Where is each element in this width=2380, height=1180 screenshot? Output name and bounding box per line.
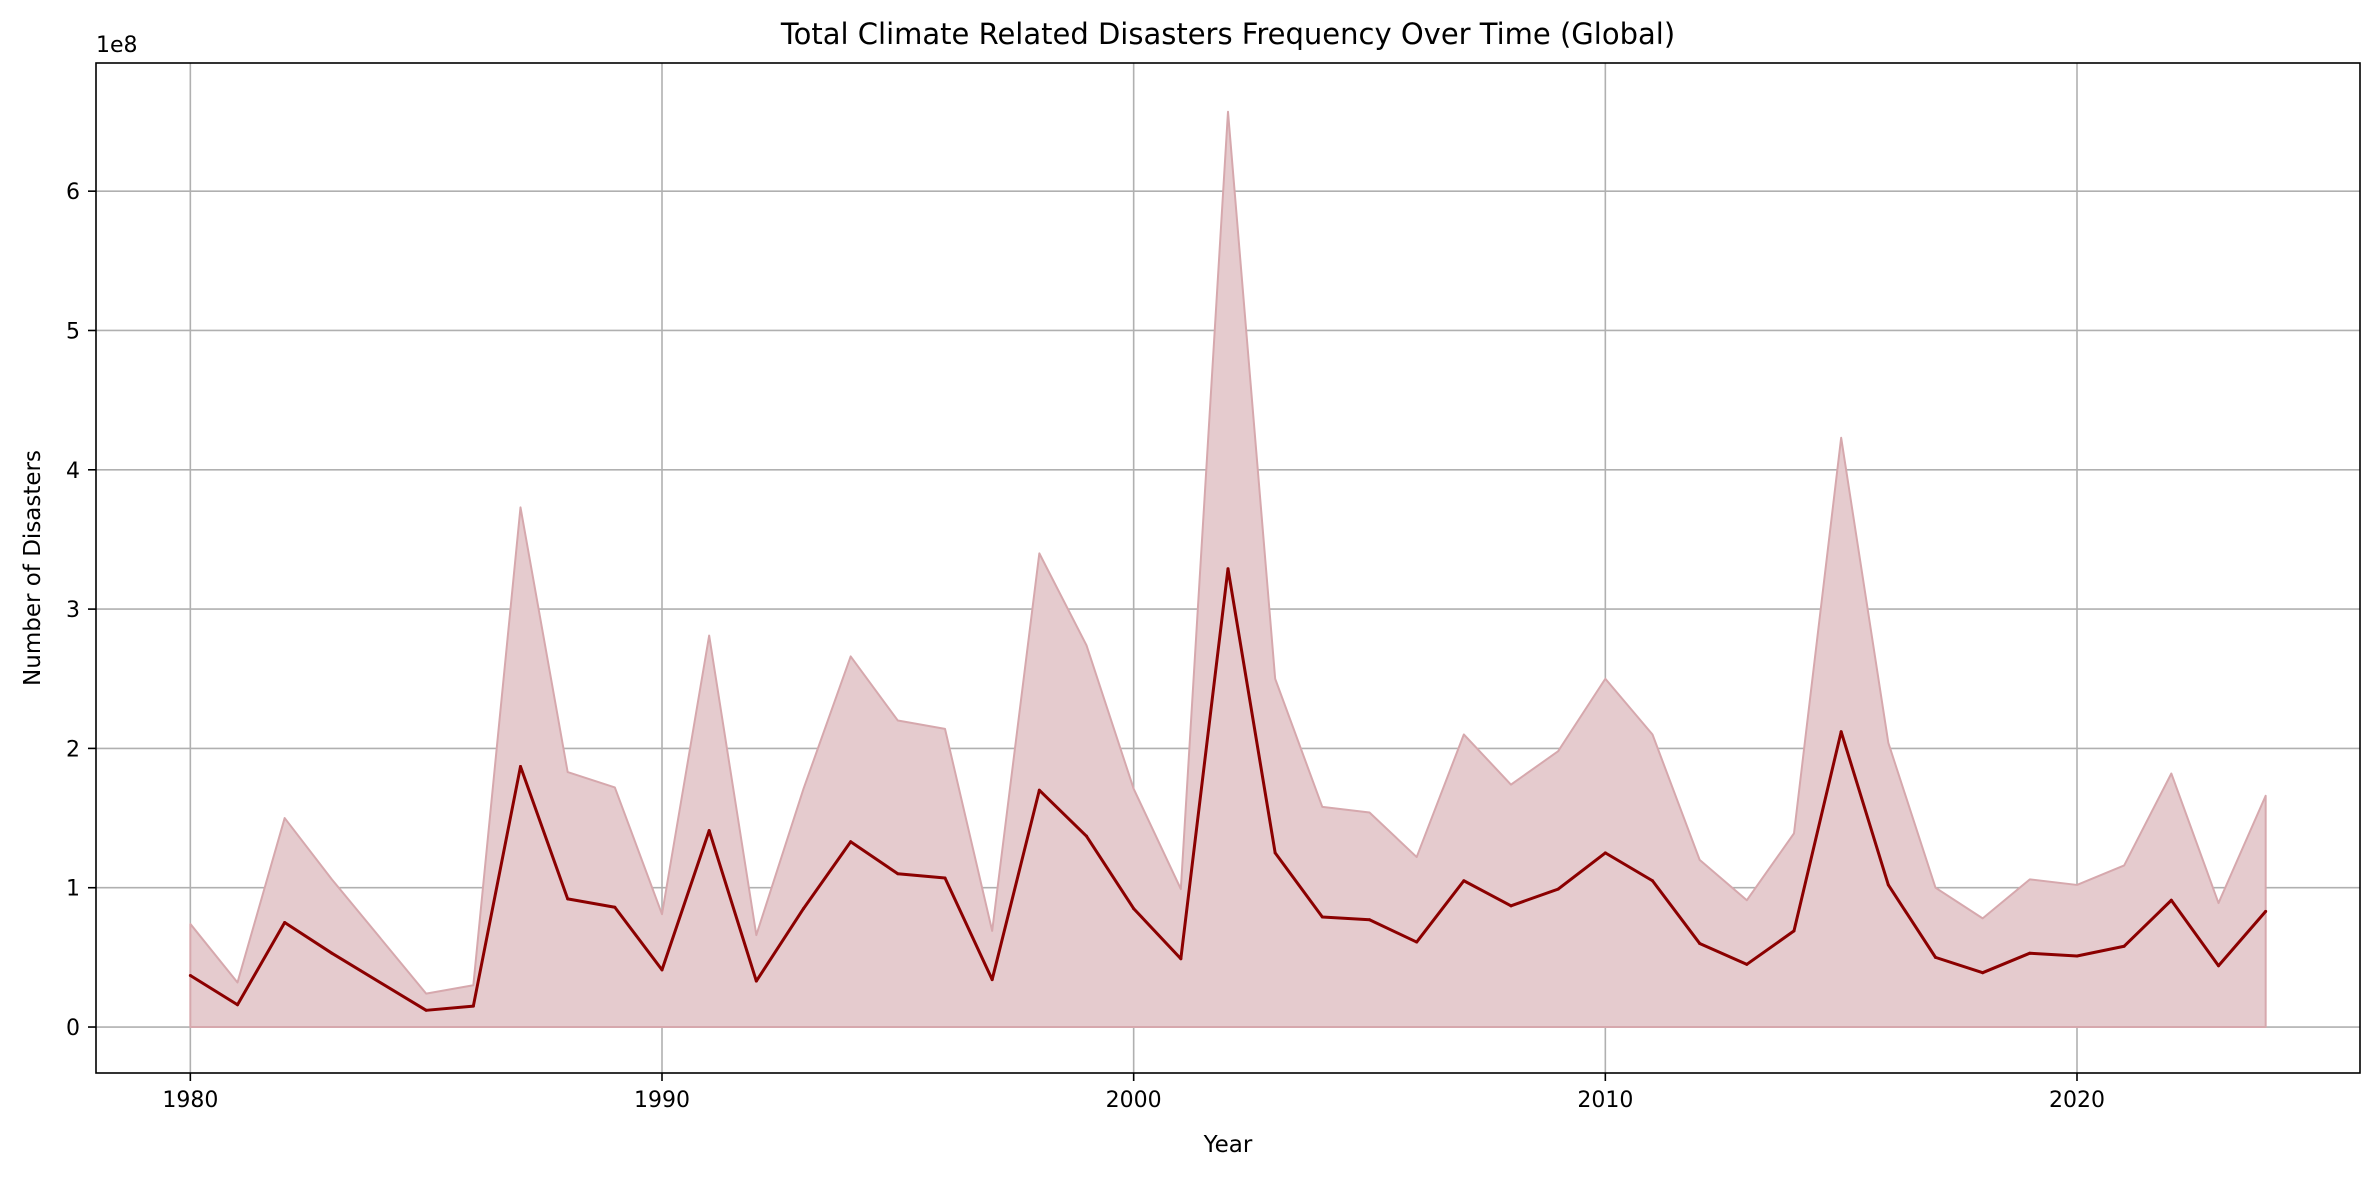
data-point — [2264, 909, 2268, 913]
x-tick-label: 1980 — [162, 1088, 218, 1113]
data-point — [188, 973, 192, 977]
data-point — [519, 765, 522, 769]
plot-frame — [95, 62, 2361, 1074]
y-tick-label: 0 — [66, 1016, 80, 1041]
y-axis: 0 1 2 3 4 5 6 — [66, 180, 96, 1041]
data-point — [613, 905, 617, 909]
data-point — [236, 1003, 239, 1007]
line-layer — [188, 567, 2268, 1012]
data-point — [1839, 730, 1843, 734]
x-tick-label: 2000 — [1106, 1088, 1162, 1113]
y-tick-label: 6 — [66, 180, 80, 205]
y-tick-label: 1 — [66, 877, 80, 902]
data-point — [896, 872, 900, 876]
data-point — [2217, 964, 2220, 968]
data-point — [1651, 879, 1654, 883]
data-point — [754, 979, 758, 983]
data-point — [1415, 940, 1419, 944]
data-point — [566, 897, 570, 901]
data-point — [283, 921, 287, 925]
data-point — [1792, 929, 1796, 933]
data-point — [802, 907, 805, 911]
data-point — [424, 1008, 428, 1012]
data-point — [1226, 567, 1230, 571]
data-point — [2028, 951, 2032, 955]
y-tick-label: 3 — [66, 598, 80, 623]
data-point — [1462, 879, 1466, 883]
data-point — [1509, 904, 1513, 908]
data-point — [1556, 887, 1560, 891]
data-point — [1603, 851, 1607, 855]
x-tick-label: 1990 — [634, 1088, 690, 1113]
data-point — [471, 1004, 475, 1008]
data-point — [1745, 962, 1749, 966]
data-point — [990, 978, 994, 982]
data-point — [1179, 957, 1183, 961]
data-point — [330, 951, 334, 955]
data-point — [943, 876, 947, 880]
y-axis-label: Number of Disasters — [20, 450, 46, 686]
y-tick-label: 2 — [66, 737, 80, 762]
y-tick-label: 5 — [66, 319, 80, 344]
data-point — [1698, 941, 1702, 945]
y-tick-label: 4 — [66, 459, 80, 484]
data-point — [849, 840, 853, 844]
data-point — [1273, 851, 1277, 855]
data-point — [1132, 907, 1136, 911]
x-tick-label: 2020 — [2049, 1088, 2105, 1113]
data-point — [1085, 834, 1088, 838]
chart-title: Total Climate Related Disasters Frequenc… — [780, 17, 1675, 51]
data-point — [1934, 955, 1937, 959]
series-line — [189, 567, 2267, 1012]
y-offset-label: 1e8 — [96, 33, 138, 58]
data-point — [1037, 788, 1041, 792]
data-point — [1886, 883, 1890, 887]
x-axis-label: Year — [1203, 1132, 1253, 1158]
x-axis: 1980 1990 2000 2010 2020 — [162, 1073, 2105, 1113]
data-point — [2169, 898, 2173, 902]
data-point — [2075, 954, 2079, 958]
data-point — [1320, 915, 1324, 919]
data-point — [1368, 918, 1371, 922]
data-point — [1981, 971, 1985, 975]
x-tick-label: 2010 — [1577, 1088, 1633, 1113]
data-point — [660, 968, 664, 972]
data-point — [707, 829, 711, 833]
data-point — [2122, 944, 2126, 948]
